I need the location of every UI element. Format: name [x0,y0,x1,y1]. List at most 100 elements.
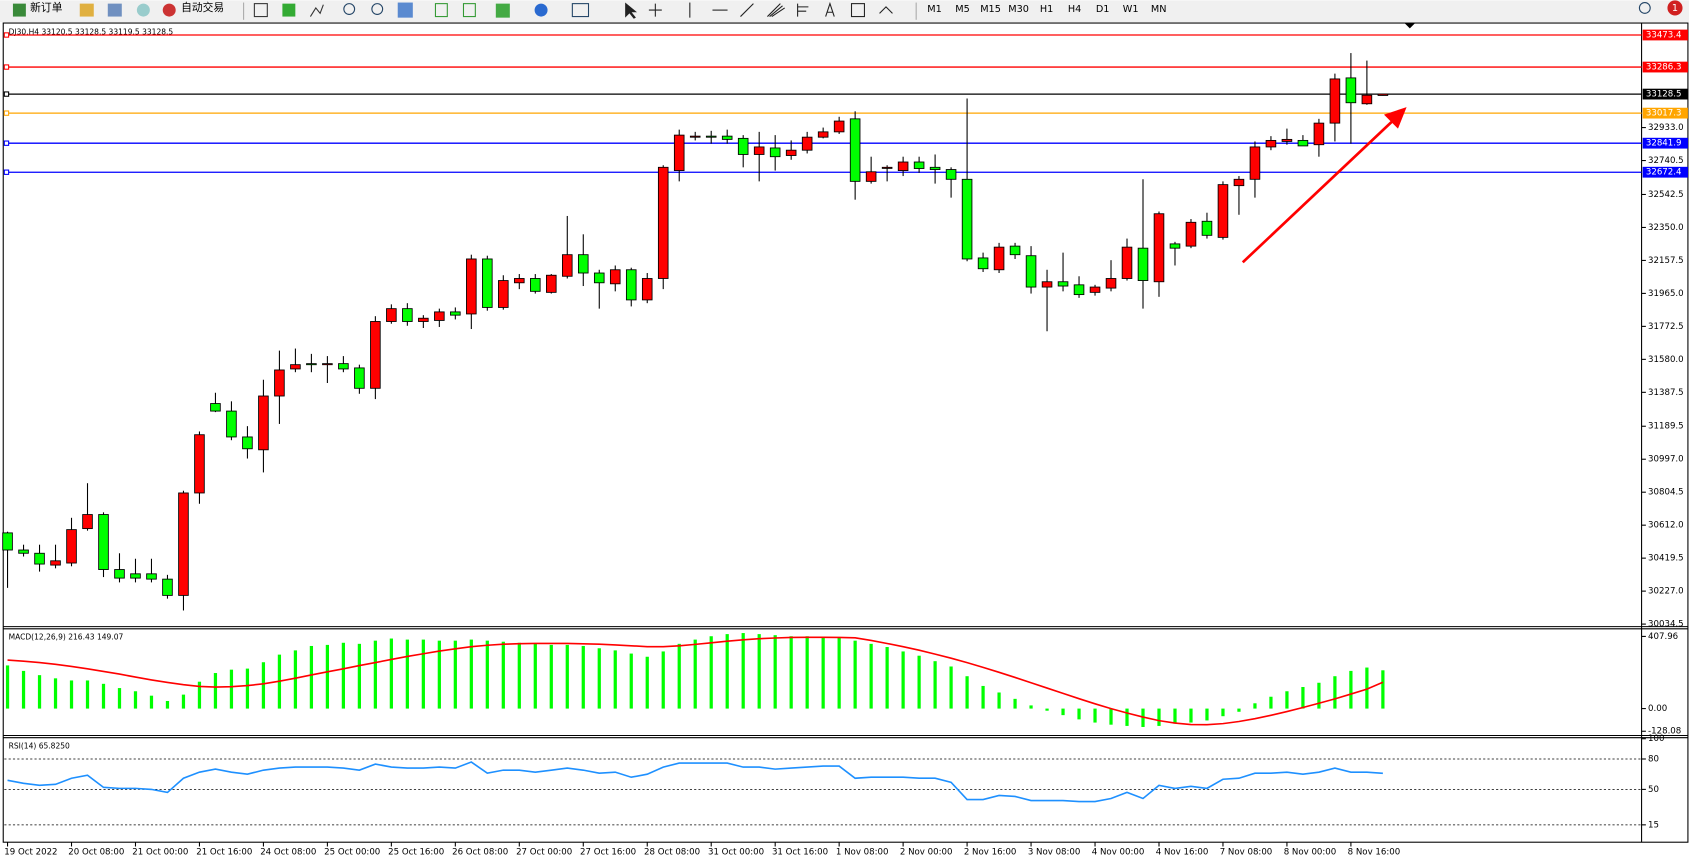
candle-body [913,161,925,169]
periods-icon[interactable] [534,3,548,17]
macd-bar [1253,703,1257,709]
macd-bar [773,635,777,709]
channel-icon[interactable] [767,3,785,18]
y-tick-label: 0.00 [1648,704,1667,714]
timeframes: M1 M5 M15 M30 H1 H4 D1 W1 MN [927,4,1166,15]
price-level-box [1642,107,1688,119]
candle-body [1009,245,1021,256]
candle-body [530,278,541,292]
bar-chart-icon[interactable] [253,3,268,18]
y-tick-label: 32157.5 [1648,256,1684,266]
macd-bar [1381,670,1385,709]
candle-body [482,258,493,308]
arrows-icon[interactable] [879,6,893,14]
macd-bar [997,692,1001,709]
toolbar-icon[interactable] [79,3,94,17]
y-tick-label: 32933.0 [1648,123,1684,133]
toolbar-icon[interactable] [136,3,150,17]
zoom-in-icon[interactable] [343,3,356,15]
y-tick-label: 50 [1648,785,1659,795]
x-tick-label: 31 Oct 16:00 [772,847,828,857]
scroll-icon[interactable] [434,3,448,18]
candle-body [194,434,205,494]
new-order-icon[interactable] [12,3,26,17]
fibo-icon[interactable] [797,3,809,17]
shift-icon[interactable] [462,3,476,18]
candle-body [849,118,861,182]
indicators-icon[interactable] [495,3,510,18]
price-level-label: 33473.4 [1646,31,1682,41]
candle-body [242,436,253,450]
candle-chart-icon[interactable] [282,3,296,17]
candle-body [1217,184,1229,238]
timeframe-button[interactable]: M30 [1008,4,1029,15]
timeframe-button[interactable]: M5 [955,4,970,15]
candle-body [418,317,429,322]
cursor-icon[interactable] [625,2,638,19]
candle-body [1041,281,1053,288]
line-chart-icon[interactable] [309,4,324,17]
auto-trading-icon[interactable] [162,3,176,17]
macd-bar [565,644,569,709]
price-level-label: 32672.4 [1646,168,1682,178]
candle-body [977,257,989,270]
label-icon[interactable] [850,3,865,18]
timeframe-button[interactable]: D1 [1096,4,1110,15]
arrow-head [1383,107,1407,129]
macd-bar [37,675,42,709]
toolbar-icon[interactable] [107,3,122,17]
y-tick-label: 32350.0 [1648,223,1684,233]
candle-body [34,552,45,565]
candle-body [801,136,813,151]
macd-bar [101,683,106,709]
candle-body [785,149,797,156]
timeframe-button[interactable]: W1 [1123,4,1139,15]
candle-body [450,311,461,316]
plot-area: DJ30,H4 33120.5 33128.5 33119.5 33128.5 3… [2,28,1688,857]
candle-body [50,560,61,566]
x-tick-label: 19 Oct 2022 [4,847,57,857]
macd-bar [741,633,745,709]
text-icon[interactable] [825,1,835,17]
macd-bar [677,643,681,709]
auto-trading-button[interactable]: 自动交易 [181,1,224,14]
trendline-icon[interactable] [740,3,754,17]
notification-badge[interactable] [1667,0,1683,16]
candle-body [1105,278,1117,289]
macd-bar [469,639,473,709]
timeframe-button[interactable]: M15 [980,4,1001,15]
x-tick-label: 8 Nov 00:00 [1284,847,1337,857]
candle-body [290,364,301,370]
templates-icon[interactable] [571,3,590,18]
timeframe-button[interactable]: MN [1151,4,1167,15]
candle-body [1169,243,1181,249]
timeframe-button[interactable]: H1 [1040,4,1053,15]
zoom-out-icon[interactable] [371,3,384,15]
price-level-handle [3,91,10,97]
timeframe-button[interactable]: H4 [1068,4,1081,15]
timeframe-button[interactable]: M1 [927,4,942,15]
y-tick-label: -128.08 [1648,727,1681,737]
price-level-handle [3,110,10,116]
tile-icon[interactable] [397,2,413,18]
y-tick-label: 30997.0 [1648,455,1684,465]
search-icon[interactable] [1638,2,1651,14]
candle-body [466,258,477,315]
candle-body [18,549,29,554]
macd-bar [325,644,330,709]
price-level-box [1642,29,1688,41]
candle-body [881,166,893,169]
candle-body [82,514,93,530]
macd-bar [1333,676,1337,709]
macd-bar [85,680,90,709]
candle-body [546,274,557,293]
crosshair-icon[interactable] [648,3,662,17]
candle-body [1057,281,1069,287]
new-order-button[interactable]: 新订单 [30,1,63,14]
candle-body [258,395,269,451]
candle-body [338,363,349,370]
macd-bar [485,640,489,709]
candle-body [402,308,413,322]
